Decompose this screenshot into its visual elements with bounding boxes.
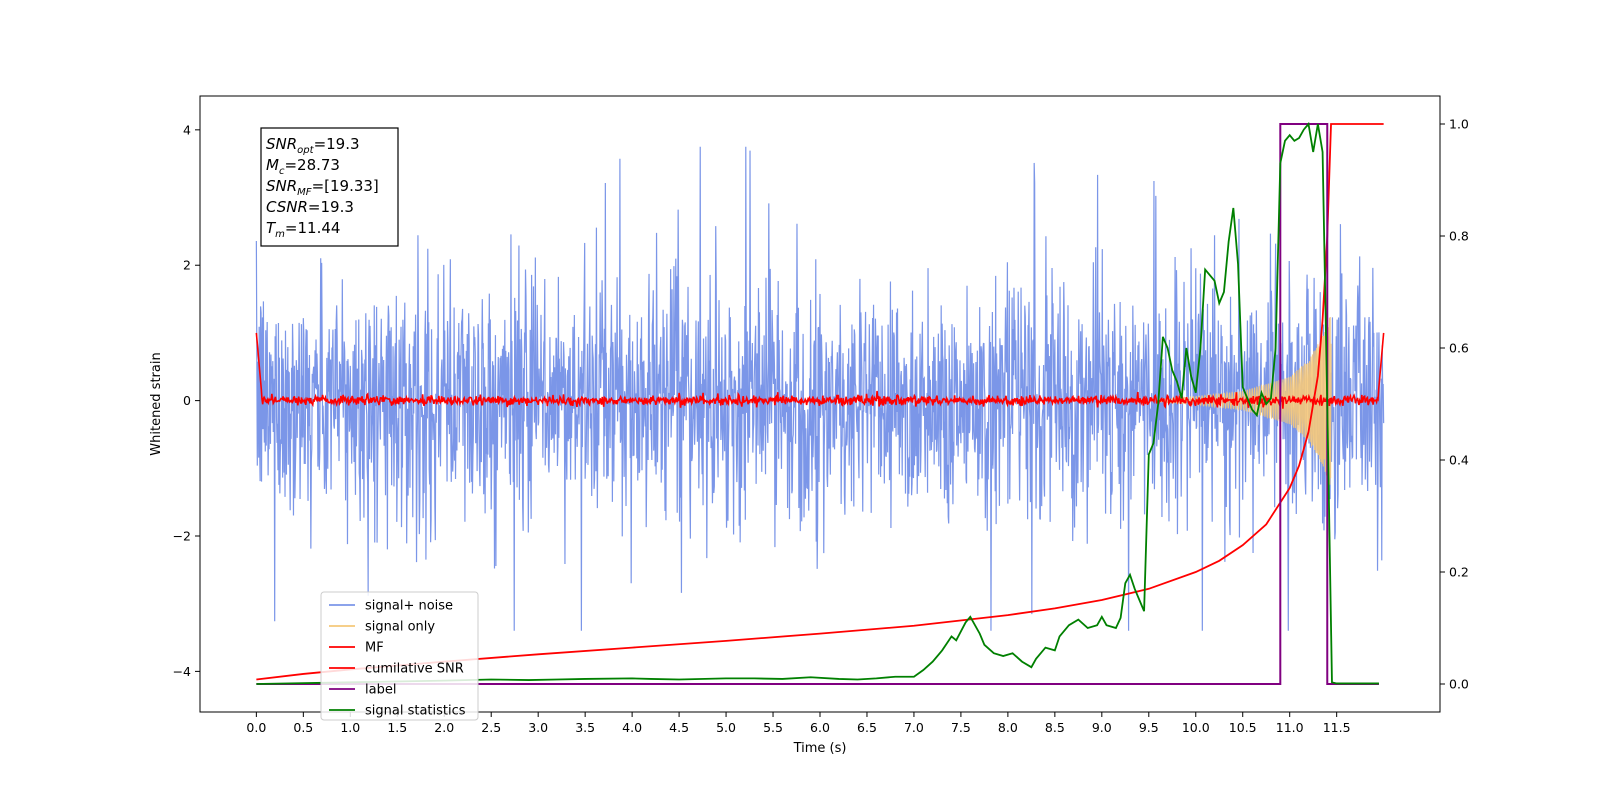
x-tick-label: 7.0 [904, 720, 924, 735]
y2-tick-label: 0.8 [1449, 229, 1469, 244]
info-tm: Tm=11.44 [266, 219, 340, 240]
series-layer [255, 121, 1385, 685]
legend-label: signal statistics [365, 704, 466, 719]
legend-frame [320, 591, 479, 721]
legend-label: label [365, 683, 396, 698]
info-box-frame [260, 127, 399, 247]
x-tick-label: 4.5 [669, 720, 689, 735]
x-tick-label: 3.5 [575, 720, 595, 735]
y-tick-label: −4 [173, 664, 191, 679]
x-axis-label: Time (s) [793, 741, 847, 756]
x-tick-label: 11.0 [1276, 720, 1304, 735]
y2-tick-label: 1.0 [1449, 117, 1469, 132]
y-axis-ticks: 4 2 0 −2 −4 [173, 122, 200, 679]
series-mf [255, 332, 1385, 409]
y-tick-label: 4 [183, 122, 191, 137]
legend-label: signal only [365, 620, 435, 635]
y-axis-label: Whitened strain [149, 352, 164, 455]
y2-axis-ticks: 1.0 0.8 0.6 0.4 0.2 0.0 [1440, 117, 1469, 692]
info-box: SNRopt=19.3 Mc=28.73 SNRMF=[19.33] CSNR=… [260, 127, 399, 247]
x-tick-label: 5.0 [716, 720, 736, 735]
info-mc: Mc=28.73 [266, 156, 340, 177]
x-tick-label: 3.0 [528, 720, 548, 735]
x-tick-label: 8.5 [1045, 720, 1065, 735]
y-tick-label: −2 [173, 529, 191, 544]
y-tick-label: 0 [183, 393, 191, 408]
info-snr-mf: SNRMF=[19.33] [266, 177, 379, 198]
x-tick-label: 10.0 [1182, 720, 1210, 735]
x-tick-label: 8.0 [998, 720, 1018, 735]
x-tick-label: 0.5 [293, 720, 313, 735]
legend-label: MF [365, 641, 384, 656]
x-tick-label: 2.5 [481, 720, 501, 735]
x-tick-label: 6.0 [810, 720, 830, 735]
series-cumilative-snr [256, 123, 1384, 681]
x-tick-label: 1.5 [387, 720, 407, 735]
y-tick-label: 2 [183, 258, 191, 273]
series-signal-noise [255, 146, 1385, 631]
x-tick-label: 4.0 [622, 720, 642, 735]
x-tick-label: 5.5 [763, 720, 783, 735]
y2-tick-label: 0.6 [1449, 341, 1469, 356]
info-snr-opt: SNRopt=19.3 [266, 135, 360, 156]
x-tick-label: 11.5 [1323, 720, 1351, 735]
x-axis-ticks: 0.0 0.5 1.0 1.5 2.0 2.5 3.0 3.5 4.0 4.5 5.0 5.5 6.0 6… [246, 712, 1351, 735]
x-tick-label: 2.0 [434, 720, 454, 735]
x-tick-label: 10.5 [1229, 720, 1257, 735]
legend-items: signal+ noise signal only MF cumilative SNR… [329, 599, 466, 719]
y2-tick-label: 0.2 [1449, 565, 1469, 580]
x-tick-label: 7.5 [951, 720, 971, 735]
series-signal-statistics [256, 121, 1379, 685]
legend: signal+ noise signal only MF cumilative SNR… [320, 591, 479, 721]
x-tick-label: 9.0 [1092, 720, 1112, 735]
x-tick-label: 6.5 [857, 720, 877, 735]
legend-label: signal+ noise [365, 599, 453, 614]
y2-tick-label: 0.4 [1449, 453, 1469, 468]
legend-label: cumilative SNR [365, 662, 464, 677]
x-tick-label: 0.0 [246, 720, 266, 735]
y2-tick-label: 0.0 [1449, 677, 1469, 692]
x-tick-label: 1.0 [340, 720, 360, 735]
info-csnr: CSNR=19.3 [266, 198, 354, 216]
x-tick-label: 9.5 [1139, 720, 1159, 735]
